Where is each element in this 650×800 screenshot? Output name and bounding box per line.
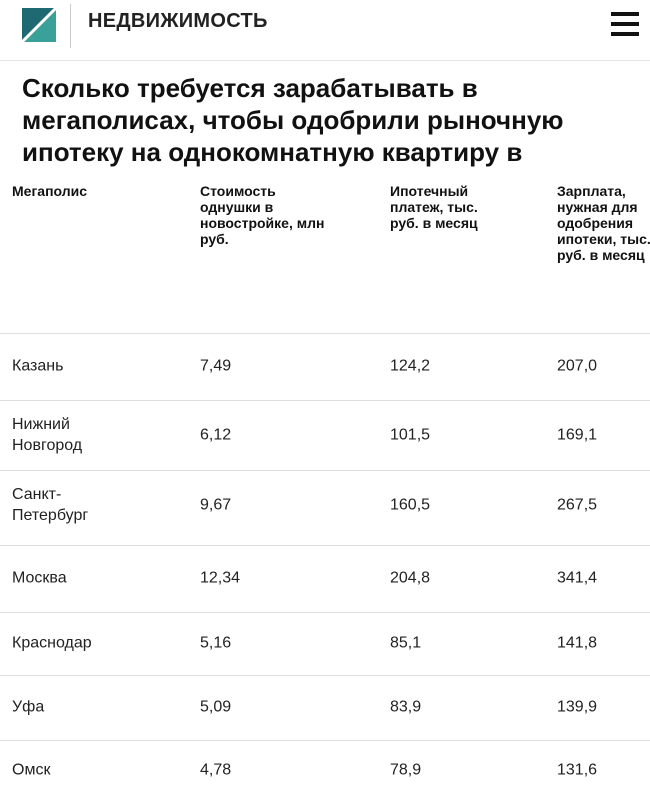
cell-value: 124,2: [390, 357, 431, 375]
cell-value: 9,67: [200, 496, 232, 514]
row-label: Москва: [12, 569, 67, 587]
cell-value: 341,4: [557, 569, 598, 587]
cell-value: 141,8: [557, 634, 598, 652]
column-header: Мегаполис: [12, 183, 88, 199]
logo[interactable]: [22, 8, 56, 42]
cell-value: 5,16: [200, 634, 232, 652]
row-label: Омск: [12, 761, 51, 779]
row-separator: [0, 333, 650, 334]
cell-value: 204,8: [390, 569, 431, 587]
cell-value: 131,6: [557, 761, 598, 779]
cell-value: 78,9: [390, 761, 422, 779]
row-separator: [0, 545, 650, 546]
cell-value: 12,34: [200, 569, 241, 587]
column-header: Ипотечный платеж, тыс. руб. в месяц: [390, 183, 478, 231]
row-separator: [0, 675, 650, 676]
article-title: Сколько требуется зарабатывать в мегапол…: [22, 73, 564, 167]
row-label: Казань: [12, 357, 64, 375]
row-label: Санкт-Петербург: [12, 486, 89, 524]
site-section[interactable]: НЕДВИЖИМОСТЬ: [88, 10, 268, 32]
row-label: Нижний Новгород: [12, 416, 83, 454]
header-border: [0, 60, 650, 61]
row-label: Краснодар: [12, 634, 92, 652]
menu-button[interactable]: [611, 12, 639, 38]
cell-value: 83,9: [390, 698, 422, 716]
row-separator: [0, 470, 650, 471]
divider: [70, 4, 71, 48]
cell-value: 6,12: [200, 426, 232, 444]
cell-value: 139,9: [557, 698, 598, 716]
row-separator: [0, 612, 650, 613]
row-separator: [0, 400, 650, 401]
cell-value: 101,5: [390, 426, 431, 444]
cell-value: 5,09: [200, 698, 232, 716]
row-label: Уфа: [12, 698, 45, 716]
cell-value: 267,5: [557, 496, 598, 514]
cell-value: 207,0: [557, 357, 598, 375]
cell-value: 7,49: [200, 357, 232, 375]
cell-value: 160,5: [390, 496, 431, 514]
column-header: Стоимость однушки в новостройке, млн руб…: [200, 183, 325, 247]
cell-value: 85,1: [390, 634, 422, 652]
column-header: Зарплата, нужная для одобрения ипотеки, …: [557, 183, 650, 263]
cell-value: 169,1: [557, 426, 598, 444]
row-separator: [0, 740, 650, 741]
cell-value: 4,78: [200, 761, 232, 779]
